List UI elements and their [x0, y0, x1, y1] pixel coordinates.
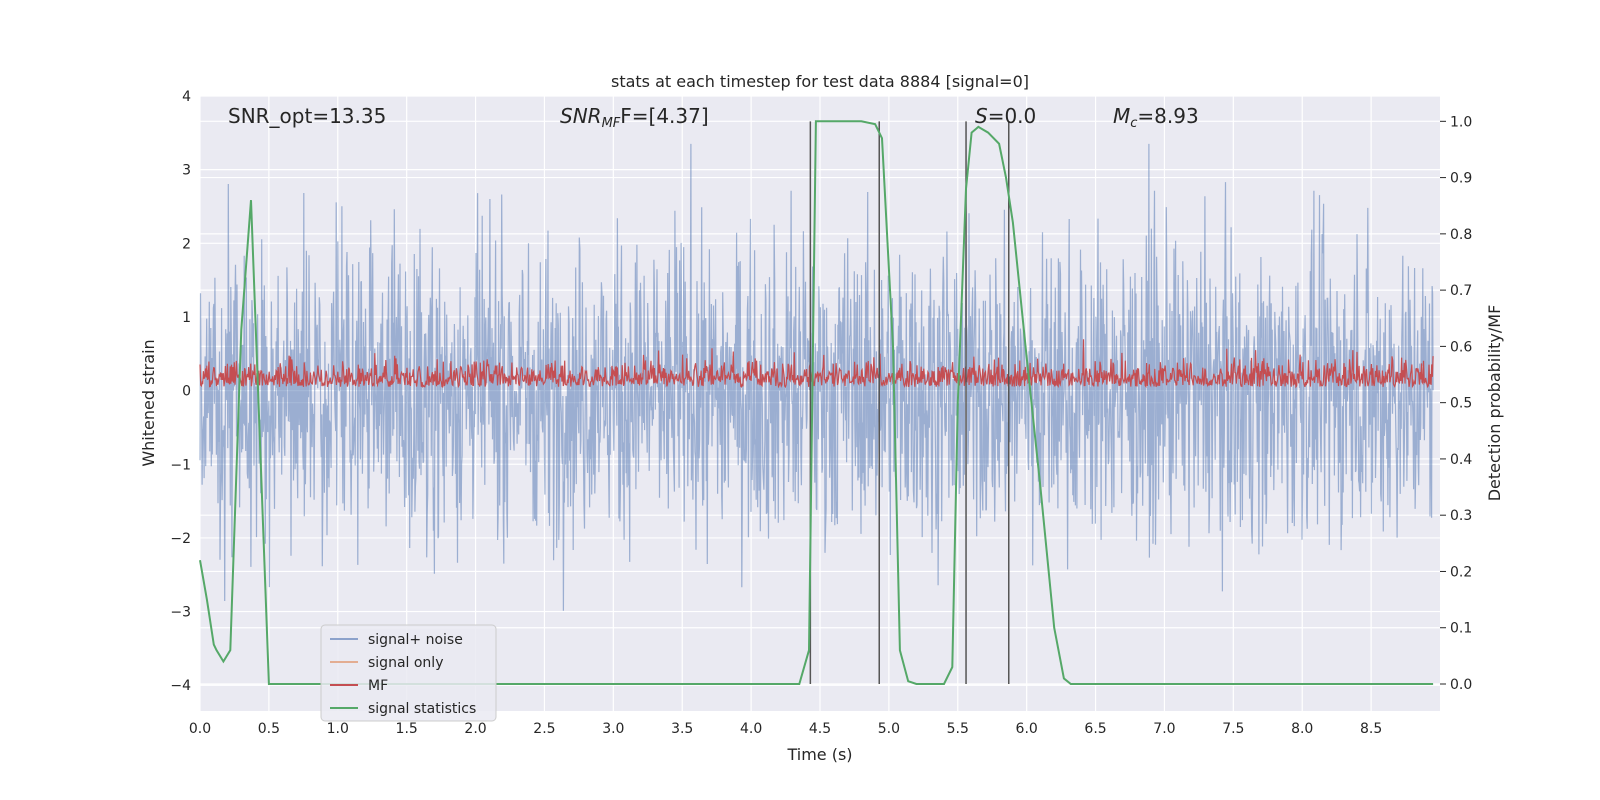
y-tick-label: −4	[170, 678, 191, 694]
chart-title: stats at each timestep for test data 888…	[611, 72, 1029, 91]
y2-axis-ticks: 1.0 0.9 0.8 0.7 0.6 0.5 0.4 0.3 0.2 0.1 0.0	[1440, 114, 1472, 693]
signal-noise-line	[199, 143, 1434, 611]
legend-label-mf: MF	[368, 678, 388, 694]
signal-statistics-line	[199, 120, 1434, 685]
s-value: =0.0	[988, 104, 1037, 128]
x-tick-label: 0.0	[189, 721, 211, 737]
signal-statistics-series	[199, 120, 1434, 685]
s-symbol: S	[975, 104, 988, 128]
y2-tick-label: 0.5	[1450, 396, 1472, 412]
x-tick-label: 2.5	[533, 721, 555, 737]
mf-line	[199, 339, 1434, 389]
s-annotation: S=0.0	[975, 104, 1036, 128]
x-tick-label: 1.5	[396, 721, 418, 737]
y2-tick-label: 0.7	[1450, 283, 1472, 299]
mc-subscript: c	[1130, 116, 1137, 131]
y-tick-label: −3	[170, 605, 191, 621]
legend-label-signal-statistics: signal statistics	[368, 701, 476, 717]
x-tick-label: 7.5	[1222, 721, 1244, 737]
y2-tick-label: 0.0	[1450, 677, 1472, 693]
x-tick-label: 8.5	[1360, 721, 1382, 737]
x-tick-label: 8.0	[1291, 721, 1313, 737]
snr-mf-symbol: SNR	[560, 104, 602, 128]
y2-tick-label: 0.1	[1450, 621, 1472, 637]
y-tick-label: 0	[182, 384, 191, 400]
x-tick-label: 2.0	[464, 721, 486, 737]
y2-tick-label: 0.6	[1450, 339, 1472, 355]
x-tick-label: 6.5	[1084, 721, 1106, 737]
y-axis-ticks: 4 3 2 1 0 −1 −2 −3 −4	[170, 89, 191, 694]
y-tick-label: 1	[182, 310, 191, 326]
x-tick-label: 0.5	[258, 721, 280, 737]
y2-tick-label: 0.3	[1450, 508, 1472, 524]
mf-series	[199, 339, 1434, 389]
snr-mf-annotation: SNRMFF=[4.37]	[560, 104, 709, 131]
snr-opt-annotation: SNR_opt=13.35	[228, 104, 386, 128]
x-tick-label: 5.5	[947, 721, 969, 737]
y-tick-label: −2	[170, 531, 191, 547]
y2-tick-label: 1.0	[1450, 114, 1472, 130]
y2-tick-label: 0.8	[1450, 227, 1472, 243]
y-tick-label: −1	[170, 457, 191, 473]
y2-tick-label: 0.4	[1450, 452, 1472, 468]
x-tick-label: 3.5	[671, 721, 693, 737]
x-tick-label: 1.0	[327, 721, 349, 737]
y2-tick-label: 0.2	[1450, 564, 1472, 580]
y-tick-label: 4	[182, 89, 191, 105]
y-tick-label: 3	[182, 163, 191, 179]
x-tick-label: 4.5	[809, 721, 831, 737]
y2-axis-label: Detection probability/MF	[1485, 305, 1504, 502]
signal-noise-series	[199, 143, 1434, 611]
x-axis-label: Time (s)	[786, 745, 852, 764]
x-tick-label: 5.0	[878, 721, 900, 737]
mc-annotation: Mc=8.93	[1113, 104, 1199, 131]
x-tick-label: 7.0	[1153, 721, 1175, 737]
mc-symbol: M	[1113, 104, 1130, 128]
legend: signal+ noise signal only MF signal stat…	[320, 624, 497, 722]
x-tick-label: 4.0	[740, 721, 762, 737]
y2-tick-label: 0.9	[1450, 171, 1472, 187]
snr-mf-subscript: MF	[602, 116, 621, 131]
x-axis-ticks: 0.0 0.5 1.0 1.5 2.0 2.5 3.0 3.5 4.0 4.5 5.0 5.5 6.0 6…	[189, 721, 1382, 737]
mc-value: =8.93	[1137, 104, 1198, 128]
legend-label-signal-noise: signal+ noise	[368, 632, 463, 648]
x-tick-label: 6.0	[1016, 721, 1038, 737]
legend-label-signal-only: signal only	[368, 655, 443, 671]
x-tick-label: 3.0	[602, 721, 624, 737]
legend-box	[320, 624, 497, 722]
y-axis-label: Whitened strain	[139, 339, 158, 466]
y-tick-label: 2	[182, 236, 191, 252]
snr-mf-value: F=[4.37]	[620, 104, 708, 128]
